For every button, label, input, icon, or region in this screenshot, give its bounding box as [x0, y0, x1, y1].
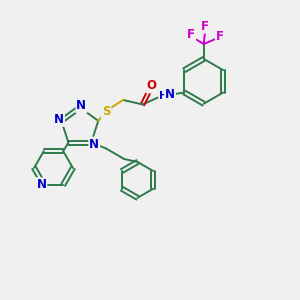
Text: N: N	[54, 113, 64, 126]
Text: N: N	[89, 138, 99, 151]
Text: S: S	[102, 104, 110, 118]
Text: H: H	[159, 91, 168, 100]
Text: N: N	[76, 100, 86, 112]
Text: F: F	[201, 20, 209, 33]
Text: N: N	[36, 178, 46, 191]
Text: O: O	[146, 80, 157, 92]
Text: N: N	[165, 88, 175, 101]
Text: F: F	[187, 28, 195, 41]
Text: F: F	[216, 30, 224, 43]
